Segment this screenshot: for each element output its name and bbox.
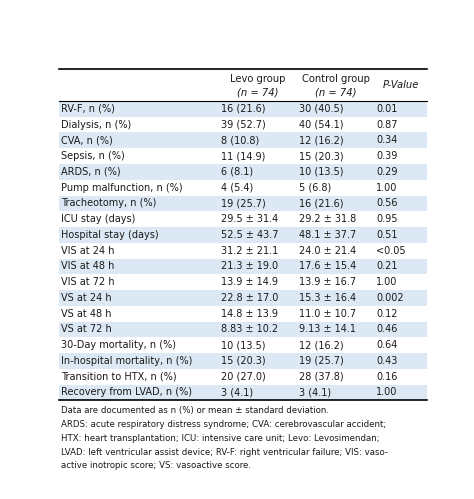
Bar bbox=[59, 227, 427, 243]
Text: 16 (21.6): 16 (21.6) bbox=[221, 104, 265, 114]
Text: 15 (20.3): 15 (20.3) bbox=[221, 356, 265, 366]
Text: 12 (16.2): 12 (16.2) bbox=[299, 340, 344, 350]
Text: VS at 24 h: VS at 24 h bbox=[61, 293, 112, 303]
Text: 21.3 ± 19.0: 21.3 ± 19.0 bbox=[221, 261, 278, 271]
Bar bbox=[59, 196, 427, 211]
Bar bbox=[59, 258, 427, 274]
Text: 16 (21.6): 16 (21.6) bbox=[299, 199, 344, 209]
Text: 15 (20.3): 15 (20.3) bbox=[299, 151, 344, 161]
Text: LVAD: left ventricular assist device; RV-F: right ventricular failure; VIS: vaso: LVAD: left ventricular assist device; RV… bbox=[61, 448, 388, 457]
Text: 10 (13.5): 10 (13.5) bbox=[221, 340, 265, 350]
Text: Control group: Control group bbox=[302, 74, 370, 84]
Text: VIS at 72 h: VIS at 72 h bbox=[61, 277, 115, 287]
Text: active inotropic score; VS: vasoactive score.: active inotropic score; VS: vasoactive s… bbox=[61, 462, 251, 471]
Text: 8.83 ± 10.2: 8.83 ± 10.2 bbox=[221, 324, 278, 334]
Text: 20 (27.0): 20 (27.0) bbox=[221, 372, 265, 382]
Text: P-Value: P-Value bbox=[383, 80, 419, 90]
Text: Hospital stay (days): Hospital stay (days) bbox=[61, 230, 159, 240]
Text: 5 (6.8): 5 (6.8) bbox=[299, 183, 331, 193]
Text: (n = 74): (n = 74) bbox=[315, 87, 356, 97]
Text: CVA, n (%): CVA, n (%) bbox=[61, 135, 113, 145]
Text: 29.5 ± 31.4: 29.5 ± 31.4 bbox=[221, 214, 278, 224]
Text: (n = 74): (n = 74) bbox=[237, 87, 278, 97]
Text: HTX: heart transplantation; ICU: intensive care unit; Levo: Levosimendan;: HTX: heart transplantation; ICU: intensi… bbox=[61, 434, 380, 443]
Text: 52.5 ± 43.7: 52.5 ± 43.7 bbox=[221, 230, 278, 240]
Text: RV-F, n (%): RV-F, n (%) bbox=[61, 104, 115, 114]
Text: 13.9 ± 14.9: 13.9 ± 14.9 bbox=[221, 277, 278, 287]
Text: Tracheotomy, n (%): Tracheotomy, n (%) bbox=[61, 199, 156, 209]
Text: In-hospital mortality, n (%): In-hospital mortality, n (%) bbox=[61, 356, 192, 366]
Text: 3 (4.1): 3 (4.1) bbox=[221, 387, 253, 397]
Text: 19 (25.7): 19 (25.7) bbox=[299, 356, 344, 366]
Text: 0.51: 0.51 bbox=[376, 230, 398, 240]
Text: Dialysis, n (%): Dialysis, n (%) bbox=[61, 120, 131, 130]
Text: Pump malfunction, n (%): Pump malfunction, n (%) bbox=[61, 183, 182, 193]
Text: 19 (25.7): 19 (25.7) bbox=[221, 199, 265, 209]
Bar bbox=[59, 321, 427, 337]
Text: 11 (14.9): 11 (14.9) bbox=[221, 151, 265, 161]
Text: 13.9 ± 16.7: 13.9 ± 16.7 bbox=[299, 277, 356, 287]
Text: 10 (13.5): 10 (13.5) bbox=[299, 167, 344, 177]
Bar bbox=[59, 385, 427, 400]
Text: 48.1 ± 37.7: 48.1 ± 37.7 bbox=[299, 230, 356, 240]
Text: VS at 48 h: VS at 48 h bbox=[61, 309, 111, 319]
Text: 4 (5.4): 4 (5.4) bbox=[221, 183, 253, 193]
Text: VIS at 48 h: VIS at 48 h bbox=[61, 261, 114, 271]
Text: 0.43: 0.43 bbox=[376, 356, 398, 366]
Text: 31.2 ± 21.1: 31.2 ± 21.1 bbox=[221, 246, 278, 255]
Text: 12 (16.2): 12 (16.2) bbox=[299, 135, 344, 145]
Text: ARDS: acute respiratory distress syndrome; CVA: cerebrovascular accident;: ARDS: acute respiratory distress syndrom… bbox=[61, 420, 386, 429]
Text: ICU stay (days): ICU stay (days) bbox=[61, 214, 136, 224]
Text: 0.01: 0.01 bbox=[376, 104, 398, 114]
Bar bbox=[59, 101, 427, 117]
Bar bbox=[59, 290, 427, 306]
Text: Transition to HTX, n (%): Transition to HTX, n (%) bbox=[61, 372, 177, 382]
Text: 30 (40.5): 30 (40.5) bbox=[299, 104, 344, 114]
Text: 24.0 ± 21.4: 24.0 ± 21.4 bbox=[299, 246, 356, 255]
Text: 0.95: 0.95 bbox=[376, 214, 398, 224]
Text: ARDS, n (%): ARDS, n (%) bbox=[61, 167, 121, 177]
Text: 29.2 ± 31.8: 29.2 ± 31.8 bbox=[299, 214, 356, 224]
Text: 0.64: 0.64 bbox=[376, 340, 398, 350]
Text: VIS at 24 h: VIS at 24 h bbox=[61, 246, 115, 255]
Text: 0.34: 0.34 bbox=[376, 135, 398, 145]
Bar bbox=[59, 164, 427, 180]
Text: 0.16: 0.16 bbox=[376, 372, 398, 382]
Text: 0.87: 0.87 bbox=[376, 120, 398, 130]
Text: 6 (8.1): 6 (8.1) bbox=[221, 167, 253, 177]
Text: <0.05: <0.05 bbox=[376, 246, 406, 255]
Text: 40 (54.1): 40 (54.1) bbox=[299, 120, 344, 130]
Text: 3 (4.1): 3 (4.1) bbox=[299, 387, 331, 397]
Text: 8 (10.8): 8 (10.8) bbox=[221, 135, 259, 145]
Text: 0.002: 0.002 bbox=[376, 293, 404, 303]
Text: 11.0 ± 10.7: 11.0 ± 10.7 bbox=[299, 309, 356, 319]
Text: 15.3 ± 16.4: 15.3 ± 16.4 bbox=[299, 293, 356, 303]
Text: 0.39: 0.39 bbox=[376, 151, 398, 161]
Text: 14.8 ± 13.9: 14.8 ± 13.9 bbox=[221, 309, 278, 319]
Text: VS at 72 h: VS at 72 h bbox=[61, 324, 112, 334]
Text: 39 (52.7): 39 (52.7) bbox=[221, 120, 265, 130]
Text: Recovery from LVAD, n (%): Recovery from LVAD, n (%) bbox=[61, 387, 192, 397]
Text: 28 (37.8): 28 (37.8) bbox=[299, 372, 344, 382]
Text: 0.46: 0.46 bbox=[376, 324, 398, 334]
Text: Data are documented as n (%) or mean ± standard deviation.: Data are documented as n (%) or mean ± s… bbox=[61, 406, 329, 415]
Text: 0.56: 0.56 bbox=[376, 199, 398, 209]
Text: 0.29: 0.29 bbox=[376, 167, 398, 177]
Text: Levo group: Levo group bbox=[230, 74, 285, 84]
Text: 30-Day mortality, n (%): 30-Day mortality, n (%) bbox=[61, 340, 176, 350]
Text: 22.8 ± 17.0: 22.8 ± 17.0 bbox=[221, 293, 278, 303]
Text: 1.00: 1.00 bbox=[376, 387, 398, 397]
Text: 9.13 ± 14.1: 9.13 ± 14.1 bbox=[299, 324, 356, 334]
Text: 17.6 ± 15.4: 17.6 ± 15.4 bbox=[299, 261, 356, 271]
Bar bbox=[59, 353, 427, 369]
Text: Sepsis, n (%): Sepsis, n (%) bbox=[61, 151, 125, 161]
Text: 0.12: 0.12 bbox=[376, 309, 398, 319]
Bar bbox=[59, 133, 427, 148]
Text: 0.21: 0.21 bbox=[376, 261, 398, 271]
Text: 1.00: 1.00 bbox=[376, 277, 398, 287]
Text: 1.00: 1.00 bbox=[376, 183, 398, 193]
